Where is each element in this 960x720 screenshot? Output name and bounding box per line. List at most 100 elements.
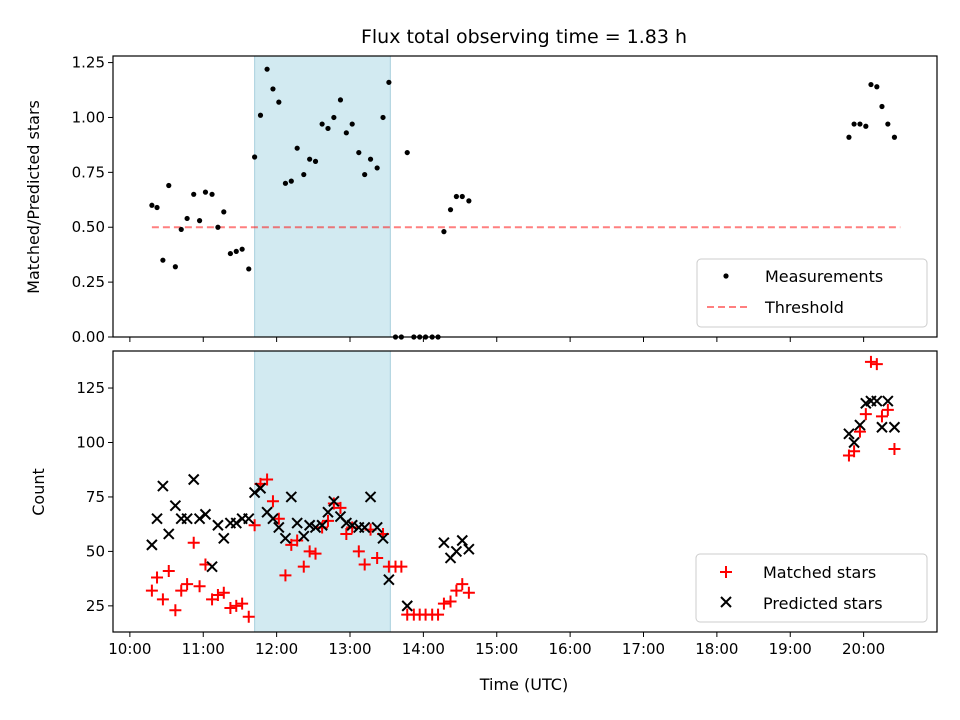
matched-star-point — [462, 586, 475, 599]
measurement-point — [307, 156, 313, 162]
y-tick-label: 50 — [86, 542, 105, 560]
measurement-point — [362, 171, 368, 178]
measurement-point — [301, 171, 307, 178]
x-tick-label: 17:00 — [622, 640, 665, 658]
matched-star-point — [395, 560, 408, 573]
matched-star-point — [859, 408, 872, 421]
matched-star-point — [444, 595, 457, 608]
measurement-point — [202, 189, 209, 195]
measurement-point — [857, 121, 863, 127]
matched-star-point — [248, 519, 261, 532]
measurement-point — [227, 250, 233, 257]
measurement-point — [178, 226, 184, 233]
measurement-point — [172, 264, 178, 270]
measurement-point — [215, 224, 221, 230]
x-axis-label: Time (UTC) — [479, 675, 568, 694]
measurement-point — [466, 198, 472, 204]
measurement-point — [891, 134, 898, 140]
measurement-point — [252, 154, 258, 160]
measurement-point — [154, 204, 160, 211]
measurement-points — [149, 66, 898, 340]
matched-star-point — [261, 473, 274, 486]
x-tick-label: 11:00 — [182, 640, 225, 658]
measurement-point — [331, 114, 337, 121]
predicted-star-point — [854, 419, 866, 431]
matched-star-point — [432, 608, 445, 621]
predicted-star-point — [358, 521, 371, 534]
x-tick-label: 12:00 — [255, 640, 298, 658]
matched-star-point — [162, 565, 175, 578]
predicted-star-point — [206, 560, 218, 573]
matched-star-point — [224, 602, 237, 615]
matched-star-point — [864, 355, 877, 368]
measurement-point — [868, 81, 874, 88]
matched-star-point — [870, 358, 883, 371]
predicted-star-point — [273, 521, 285, 534]
bottom-shaded-span — [254, 350, 391, 633]
matched-star-point — [848, 445, 861, 458]
legend-predicted-marker — [720, 596, 732, 608]
x-tick-label: 16:00 — [549, 640, 592, 658]
predicted-star-point — [169, 499, 182, 512]
matched-star-point — [193, 580, 206, 593]
legend-measurements-marker — [723, 273, 729, 279]
measurement-point — [276, 99, 282, 105]
bottom-legend-box — [695, 553, 928, 623]
x-tick-label: 13:00 — [328, 640, 371, 658]
top-shaded-span — [254, 55, 391, 338]
predicted-star-point — [371, 521, 383, 534]
matched-star-point — [309, 547, 322, 560]
predicted-star-point — [876, 421, 888, 433]
predicted-star-point — [882, 395, 894, 407]
top-legend: Measurements Threshold — [696, 258, 928, 328]
matched-star-point — [187, 536, 200, 549]
predicted-star-point — [267, 513, 279, 525]
measurement-point — [184, 215, 190, 222]
matched-star-point — [371, 551, 384, 564]
legend-predicted-label: Predicted stars — [763, 594, 883, 613]
measurement-point — [441, 229, 447, 235]
predicted-star-point — [843, 428, 855, 440]
matched-star-point — [230, 599, 243, 612]
predicted-star-point — [243, 513, 255, 525]
y-tick-label: 0.50 — [72, 218, 105, 236]
matched-star-point — [266, 495, 279, 508]
predicted-star-point — [193, 513, 206, 525]
predicted-star-point — [328, 495, 340, 508]
matched-star-point — [297, 560, 310, 573]
predicted-star-point — [322, 506, 334, 518]
predicted-star-point — [279, 532, 292, 545]
predicted-star-point — [346, 519, 358, 531]
x-tick-label: 20:00 — [842, 640, 885, 658]
predicted-star-point — [377, 532, 389, 545]
matched-star-point — [291, 534, 304, 547]
top-y-axis-label: Matched/Predicted stars — [24, 100, 43, 294]
bottom-axes-frame — [112, 350, 938, 633]
predicted-star-point — [401, 600, 413, 612]
matched-star-point — [875, 410, 888, 423]
legend-measurements-label: Measurements — [765, 267, 883, 286]
matched-star-point — [346, 521, 359, 534]
measurement-point — [282, 180, 289, 186]
predicted-star-point — [181, 513, 193, 525]
y-tick-label: 100 — [76, 433, 105, 451]
matched-star-point — [327, 497, 340, 510]
count-points — [145, 355, 901, 623]
y-tick-label: 75 — [86, 488, 105, 506]
measurement-point — [885, 121, 891, 127]
predicted-star-point — [248, 486, 261, 499]
predicted-star-point — [298, 530, 310, 542]
measurement-point — [246, 266, 252, 272]
measurement-point — [851, 121, 857, 127]
predicted-star-point — [291, 517, 303, 529]
predicted-star-point — [188, 473, 200, 486]
measurement-point — [380, 114, 386, 121]
measurement-point — [386, 79, 392, 85]
matched-star-point — [242, 610, 255, 623]
measurement-point — [191, 191, 197, 197]
matched-star-point — [303, 545, 316, 558]
y-tick-label: 1.25 — [72, 54, 105, 72]
predicted-star-point — [157, 480, 169, 492]
matched-star-point — [456, 578, 469, 591]
y-tick-label: 0.00 — [72, 328, 105, 346]
